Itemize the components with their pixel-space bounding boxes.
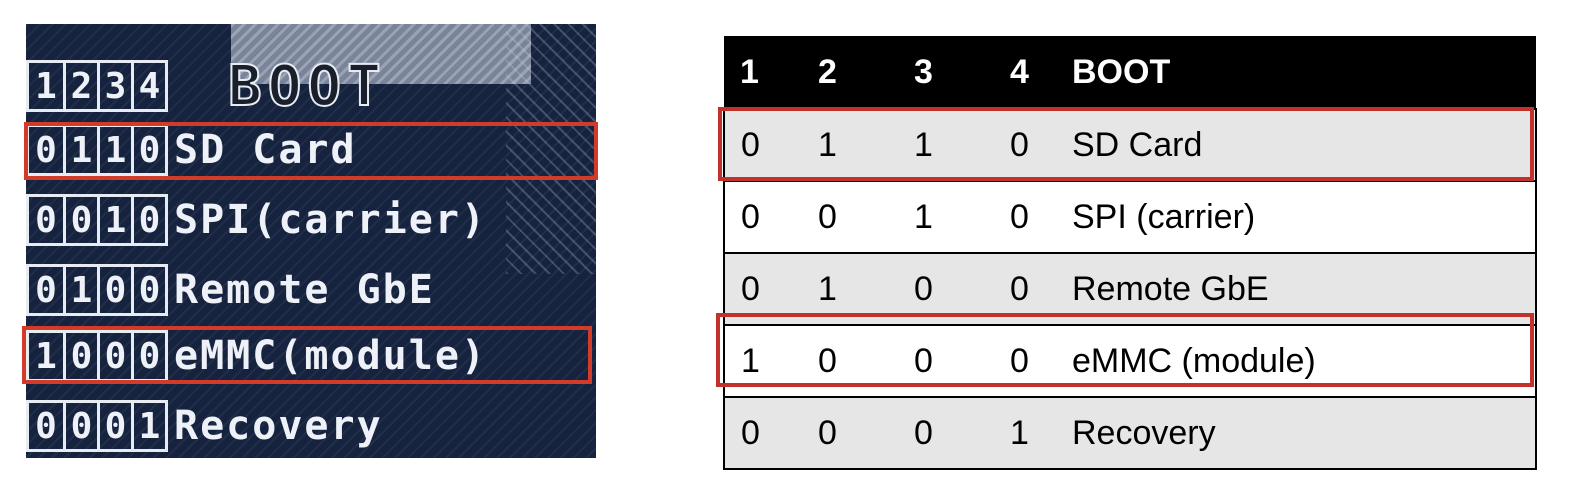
- pcb-bit: 0: [100, 264, 134, 316]
- pcb-highlight-emmc: [22, 326, 592, 384]
- table-cell: 1: [1010, 396, 1072, 470]
- pcb-bit: 0: [66, 400, 100, 452]
- pcb-row: 0 0 0 1 Recovery: [26, 396, 596, 456]
- pcb-header-switch-1: 1: [26, 60, 66, 112]
- pcb-bit: 0: [134, 194, 168, 246]
- table-cell: 0: [1010, 180, 1072, 253]
- table-header-cell: 2: [818, 36, 914, 109]
- pcb-silkscreen-photo: 1 2 3 4 BOOT 0 1 1 0 SD Card 0 0 1 0 SPI…: [26, 24, 596, 458]
- table-cell: 0: [723, 108, 818, 181]
- pcb-bit: 0: [100, 400, 134, 452]
- pcb-bit: 1: [134, 400, 168, 452]
- pcb-header-label: BOOT: [227, 53, 387, 120]
- table-header-row: 1 2 3 4 BOOT: [724, 36, 1536, 109]
- pcb-trace-area-right: [506, 24, 596, 274]
- table-cell: 1: [914, 108, 1010, 181]
- pcb-bit: 0: [134, 264, 168, 316]
- pcb-row-label: Recovery: [174, 403, 383, 449]
- table-cell: 0: [723, 396, 818, 470]
- pcb-row-label: SD Card: [174, 127, 357, 173]
- table-header-cell: 1: [724, 36, 818, 109]
- pcb-trace-area: [231, 24, 531, 84]
- table-row: 0 0 1 0 SPI (carrier): [723, 180, 1537, 253]
- table-highlight-sd-card: [718, 107, 1534, 181]
- pcb-header-switch-2: 2: [66, 60, 100, 112]
- pcb-row-label: eMMC(module): [174, 333, 487, 379]
- pcb-row: 0 1 0 0 Remote GbE: [26, 260, 596, 320]
- table-cell: 1: [914, 180, 1010, 253]
- table-cell-boot-mode: Recovery: [1072, 396, 1537, 470]
- table-header-cell: 4: [1010, 36, 1072, 109]
- pcb-row: 1 0 0 0 eMMC(module): [26, 326, 596, 386]
- pcb-bit: 1: [100, 194, 134, 246]
- boot-mode-table: 1 2 3 4 BOOT 0 1 1 0 SD Card 0 0 1 0 SPI…: [723, 36, 1537, 470]
- table-highlight-emmc: [716, 313, 1534, 387]
- pcb-header-switch-4: 4: [134, 60, 168, 112]
- table-cell: 0: [818, 396, 914, 470]
- table-cell: 1: [818, 108, 914, 181]
- table-cell-boot-mode: SPI (carrier): [1072, 180, 1537, 253]
- pcb-bit: 0: [26, 264, 66, 316]
- pcb-row-label: SPI(carrier): [174, 197, 487, 243]
- table-cell: 0: [1010, 108, 1072, 181]
- table-header-cell: BOOT: [1072, 36, 1536, 109]
- pcb-header-switch-3: 3: [100, 60, 134, 112]
- table-header-cell: 3: [914, 36, 1010, 109]
- pcb-header-row: 1 2 3 4 BOOT: [26, 53, 596, 120]
- pcb-row: 0 0 1 0 SPI(carrier): [26, 190, 596, 250]
- pcb-bit: 0: [26, 400, 66, 452]
- pcb-bit: 1: [66, 264, 100, 316]
- table-row: 0 1 1 0 SD Card: [723, 108, 1537, 181]
- pcb-row-label: Remote GbE: [174, 267, 435, 313]
- pcb-bit: 0: [66, 194, 100, 246]
- table-row: 0 0 0 1 Recovery: [723, 396, 1537, 470]
- table-cell: 0: [723, 180, 818, 253]
- pcb-bit: 0: [26, 194, 66, 246]
- table-cell: 0: [818, 180, 914, 253]
- table-cell: 0: [914, 396, 1010, 470]
- pcb-highlight-sd-card: [24, 122, 598, 180]
